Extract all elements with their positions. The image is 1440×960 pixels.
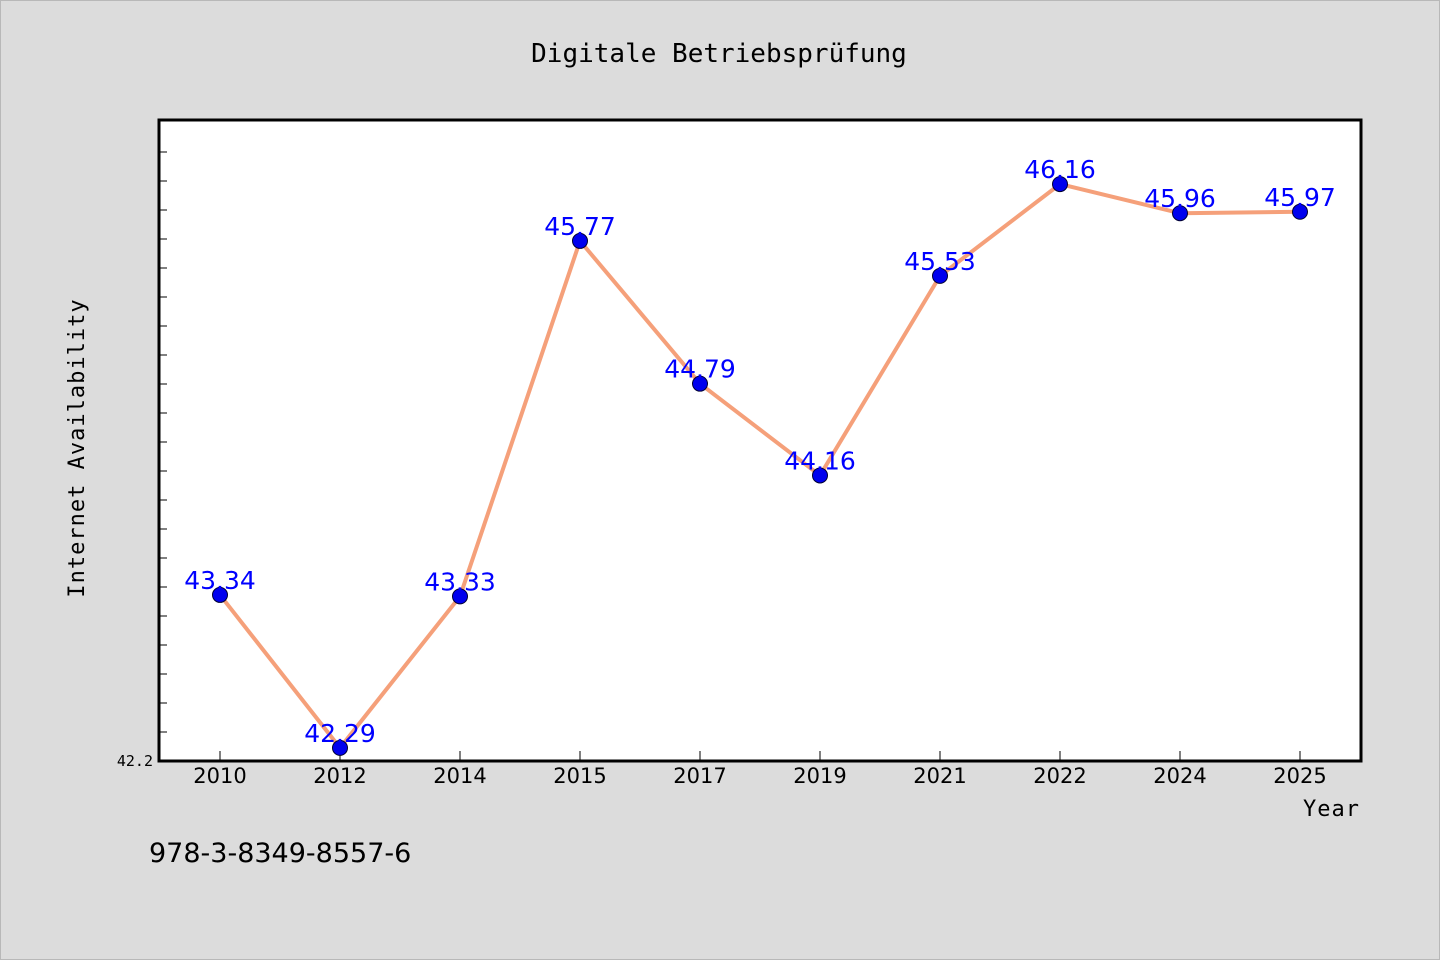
data-point [1052,176,1068,193]
data-point [692,375,708,392]
data-point [812,467,828,484]
x-tick-label: 2010 [193,764,246,788]
data-label: 46.16 [1024,155,1096,184]
isbn-text: 978-3-8349-8557-6 [149,838,411,869]
x-tick-label: 2021 [913,764,966,788]
x-tick-label: 2012 [313,764,366,788]
data-point [332,739,348,756]
data-label: 45.77 [544,212,616,241]
chart-title: Digitale Betriebsprüfung [531,39,907,69]
x-tick-label: 2017 [673,764,726,788]
data-point [572,232,588,249]
data-label: 45.96 [1144,184,1216,213]
data-point [212,586,228,603]
x-axis-label: Year [1303,797,1360,822]
data-label: 43.34 [184,566,256,595]
data-point [1172,205,1188,222]
x-tick-label: 2019 [793,764,846,788]
data-label: 42.29 [304,719,376,748]
data-point [1292,203,1308,220]
x-tick-label: 2024 [1153,764,1206,788]
x-tick-label: 2022 [1033,764,1086,788]
data-label: 45.97 [1264,183,1336,212]
data-point [932,267,948,284]
x-tick-label: 2014 [433,764,486,788]
data-label: 44.16 [784,446,856,475]
x-axis-ticks: 2010 2012 2014 2015 2017 2019 2021 2022 2024 2025 [193,751,1327,788]
data-label: 44.79 [664,355,736,384]
data-label: 45.53 [904,247,976,276]
y-axis-ticks [159,151,167,733]
y-axis-label: Internet Availability [65,298,90,597]
y-tick-label: 42.2 [117,752,153,770]
series-layer: 43.34 42.29 43.33 45.77 44.79 44.16 45.53 46.16… [184,155,1336,756]
data-label: 43.33 [424,567,496,596]
series-line [218,182,1301,750]
x-tick-label: 2025 [1273,764,1326,788]
x-tick-label: 2015 [553,764,606,788]
data-point [452,588,468,605]
plot-area [157,118,1363,763]
